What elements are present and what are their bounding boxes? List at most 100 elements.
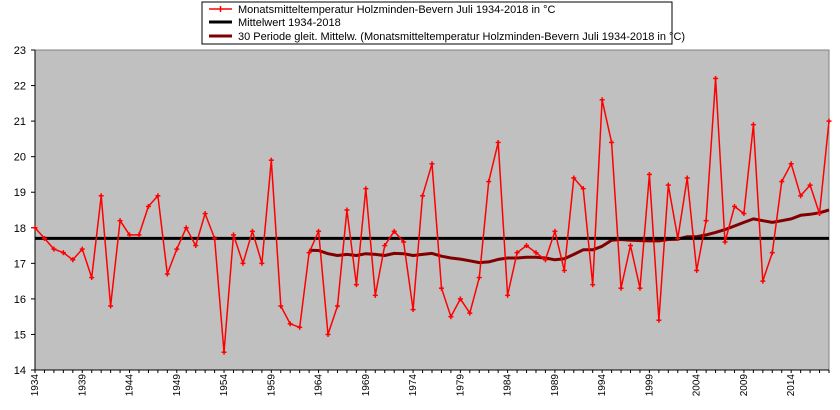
x-tick-label: 1959: [266, 374, 277, 397]
x-tick-label: 1954: [219, 374, 230, 397]
x-tick-label: 1999: [644, 374, 655, 397]
legend: Monatsmitteltemperatur Holzminden-Bevern…: [201, 1, 685, 45]
data-point: [401, 239, 407, 245]
plot-area: [34, 49, 830, 371]
data-point: [826, 118, 832, 124]
data-point: [788, 161, 794, 167]
data-point: [637, 285, 643, 291]
data-point: [306, 250, 312, 256]
data-point: [618, 285, 624, 291]
x-tick-label: 1974: [408, 374, 419, 397]
data-point: [231, 232, 236, 238]
data-point: [164, 271, 170, 277]
data-point: [259, 260, 265, 266]
legend-label-1: Mittelwert 1934-2018: [238, 17, 341, 29]
data-point: [98, 193, 104, 199]
data-point: [420, 193, 426, 199]
data-point: [817, 211, 823, 217]
data-point: [807, 182, 813, 188]
data-point: [287, 321, 293, 327]
legend-label-0: Monatsmitteltemperatur Holzminden-Bevern…: [238, 4, 555, 16]
data-point: [391, 228, 397, 234]
data-point: [599, 97, 605, 103]
data-point: [760, 278, 766, 284]
x-tick-label: 1969: [361, 374, 372, 397]
data-point: [457, 296, 463, 302]
data-point: [609, 139, 615, 145]
x-tick-label: 1934: [30, 374, 41, 397]
data-point: [731, 203, 737, 209]
data-point: [117, 218, 123, 224]
data-point: [155, 193, 161, 199]
data-point: [722, 239, 728, 245]
series-line-2: [309, 208, 830, 265]
x-tick-label: 1994: [597, 374, 608, 397]
data-point: [656, 317, 662, 323]
x-tick-label: 1939: [77, 374, 88, 397]
data-point: [145, 203, 151, 209]
x-axis: 1934 1939 1944 1949 1954 1959 1964 1969 1974 1979…: [30, 369, 830, 397]
x-tick-label: 1984: [503, 374, 514, 397]
legend-label-2: 30 Periode gleit. Mittelw. (Monatsmittel…: [238, 31, 685, 43]
data-point: [694, 267, 700, 273]
data-point: [448, 314, 454, 320]
data-point: [70, 257, 76, 263]
data-point: [646, 171, 652, 177]
data-point: [32, 225, 38, 231]
data-point: [741, 211, 747, 217]
data-point: [268, 157, 274, 163]
x-tick-label: 2004: [692, 374, 703, 397]
data-point: [183, 225, 189, 231]
x-tick-label: 1989: [550, 374, 561, 397]
x-tick-label: 1979: [455, 374, 466, 397]
data-point: [533, 250, 539, 256]
data-point: [316, 228, 322, 234]
data-point: [505, 292, 511, 298]
data-point: [325, 331, 331, 337]
x-tick-label: 2014: [786, 374, 797, 397]
data-point: [108, 303, 114, 309]
data-point: [278, 303, 284, 309]
y-tick-label: 15: [14, 329, 26, 341]
data-point: [580, 186, 586, 192]
x-tick-label: 1964: [314, 374, 325, 397]
data-point: [79, 246, 85, 252]
data-point: [684, 175, 690, 181]
data-point: [334, 303, 340, 309]
data-point: [202, 211, 208, 217]
data-point: [542, 257, 548, 263]
data-point: [524, 243, 530, 249]
data-point: [353, 282, 359, 288]
y-axis: 14 15 16 17 18 19 20 21 22 23: [14, 45, 36, 377]
data-point: [136, 232, 142, 238]
data-point: [193, 243, 199, 249]
y-tick-label: 23: [14, 45, 26, 57]
y-tick-label: 17: [14, 258, 26, 270]
x-tick-label: 2009: [739, 374, 750, 397]
data-point: [363, 186, 369, 192]
data-point: [41, 235, 47, 241]
data-point: [769, 250, 775, 256]
data-point: [438, 285, 444, 291]
data-point: [476, 275, 482, 281]
data-point: [590, 282, 596, 288]
data-point: [89, 275, 95, 281]
data-point: [779, 179, 785, 185]
data-point: [628, 243, 633, 249]
y-tick-label: 20: [14, 152, 26, 164]
y-tick-label: 21: [14, 116, 26, 128]
series-0-points: [32, 75, 832, 355]
data-point: [344, 207, 350, 213]
data-point: [51, 246, 57, 252]
data-point: [750, 122, 756, 128]
data-point: [127, 232, 133, 238]
data-point: [561, 267, 567, 273]
data-point: [467, 310, 473, 316]
data-point: [552, 228, 558, 234]
x-tick-label: 1949: [172, 374, 183, 397]
data-point: [249, 228, 255, 234]
data-point: [675, 235, 681, 241]
legend-box: [201, 1, 673, 45]
